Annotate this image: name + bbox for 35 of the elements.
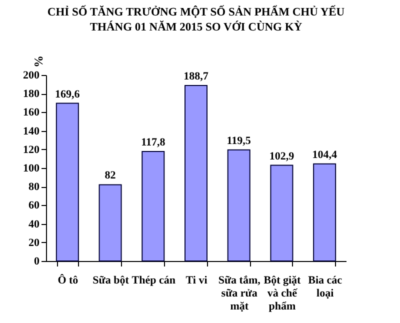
y-tick-label: 200 (23, 70, 40, 82)
data-label: 82 (104, 170, 116, 182)
bar (142, 150, 165, 262)
bar (184, 85, 208, 262)
x-tick-label: Bia các loại (308, 274, 342, 300)
y-tick-label: 160 (23, 106, 40, 119)
data-label: 117,8 (141, 136, 166, 148)
y-axis-title: % (32, 56, 46, 68)
data-label: 102,9 (269, 150, 295, 162)
x-tick-label: Sữa tắm, sữa rửa mặt (218, 274, 261, 312)
data-label: 188,7 (184, 70, 209, 83)
bar (270, 164, 294, 262)
y-tick-label: 140 (23, 125, 40, 138)
x-tick-label: Bột giặt và chế phẩm (264, 274, 302, 312)
x-tick-label: Sữa bột (92, 274, 130, 286)
y-tick-label: 120 (23, 144, 40, 156)
y-tick-label: 60 (28, 200, 40, 212)
y-tick-label: 20 (28, 236, 40, 249)
y-tick-label: 100 (23, 162, 40, 174)
data-label: 104,4 (312, 148, 338, 161)
x-tick-label: Ti vi (186, 274, 208, 286)
y-tick-label: 0 (34, 256, 40, 268)
y-tick-label: 180 (23, 88, 40, 100)
y-tick-label: 40 (28, 218, 40, 230)
text: CHỈ SỐ TĂNG TRƯỞNG MỘT SỐ SẢN PHẨM CHỦ YẾU (47, 6, 345, 18)
bar (313, 163, 336, 262)
x-tick-label: Thép cán (132, 274, 176, 286)
data-label: 169,6 (55, 88, 80, 100)
text: THÁNG 01 NĂM 2015 SO VỚI CÙNG KỲ (90, 22, 302, 34)
y-tick-label: 80 (28, 181, 40, 194)
bar (98, 184, 122, 262)
bar (227, 149, 250, 262)
x-tick-label: Ô tô (58, 274, 79, 286)
bar (56, 102, 79, 262)
data-label: 119,5 (226, 134, 252, 147)
